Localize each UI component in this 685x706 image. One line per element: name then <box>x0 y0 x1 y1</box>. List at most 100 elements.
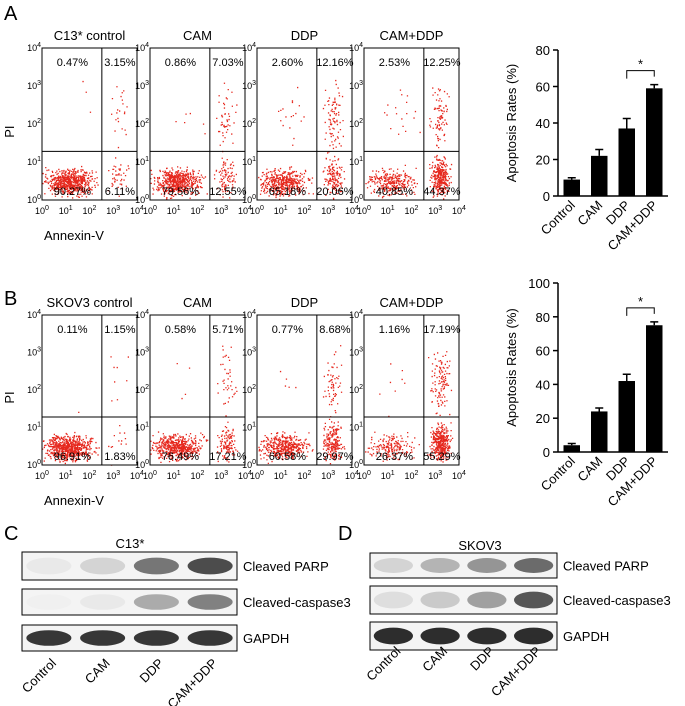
blot-title: C13* <box>116 536 145 551</box>
tick-label: 103 <box>321 470 335 481</box>
dot-cloud <box>150 345 239 463</box>
tick-base: 10 <box>349 43 359 53</box>
plot-title: DDP <box>291 295 318 310</box>
y-axis-label: PI <box>2 391 17 403</box>
tick-label: 103 <box>135 347 149 358</box>
tick-label: 100 <box>135 194 149 205</box>
tick-label: 104 <box>135 309 149 320</box>
tick-label: 104 <box>130 205 144 216</box>
tick-exponent: 2 <box>201 470 205 477</box>
tick-exponent: 2 <box>308 470 312 477</box>
tick-label: 100 <box>357 205 371 216</box>
bar <box>591 411 608 452</box>
tick-label: 104 <box>238 470 252 481</box>
bar <box>591 155 608 196</box>
tick-exponent: 0 <box>367 205 371 212</box>
tick-label: 104 <box>242 309 256 320</box>
quadrant-percent: 0.47% <box>57 57 88 69</box>
quadrant-percent: 44.37% <box>423 186 461 198</box>
tick-base: 10 <box>59 471 69 481</box>
tick-exponent: 3 <box>145 347 149 354</box>
tick-label: 104 <box>238 205 252 216</box>
y-tick-label: 100 <box>528 276 550 291</box>
quadrant-percent: 0.86% <box>165 57 196 69</box>
tick-base: 10 <box>238 471 248 481</box>
blot-band <box>373 558 414 573</box>
tick-base: 10 <box>27 157 37 167</box>
tick-exponent: 0 <box>45 205 49 212</box>
tick-base: 10 <box>130 471 140 481</box>
tick-label: 101 <box>27 422 41 433</box>
y-tick-label: 40 <box>536 116 550 131</box>
tick-base: 10 <box>405 471 415 481</box>
quadrant-percent: 26.37% <box>376 451 414 463</box>
plot-frame <box>363 47 460 201</box>
tick-base: 10 <box>135 43 145 53</box>
tick-base: 10 <box>135 195 145 205</box>
tick-label: 101 <box>242 422 256 433</box>
tick-exponent: 0 <box>260 205 264 212</box>
dot-cloud <box>258 345 346 465</box>
tick-exponent: 3 <box>331 205 335 212</box>
tick-base: 10 <box>349 81 359 91</box>
tick-base: 10 <box>214 471 224 481</box>
tick-base: 10 <box>135 423 145 433</box>
tick-base: 10 <box>242 81 252 91</box>
quadrant-percent: 2.60% <box>272 57 303 69</box>
tick-exponent: 0 <box>359 194 363 201</box>
tick-exponent: 3 <box>252 80 256 87</box>
tick-base: 10 <box>242 195 252 205</box>
tick-exponent: 2 <box>93 205 97 212</box>
error-bar <box>567 177 576 180</box>
tick-exponent: 2 <box>201 205 205 212</box>
bar <box>563 179 580 196</box>
error-bar <box>595 407 604 412</box>
quadrant-percent: 0.58% <box>165 324 196 336</box>
tick-base: 10 <box>59 206 69 216</box>
quadrant-percent: 5.71% <box>212 324 243 336</box>
blot-band <box>26 594 71 610</box>
tick-label: 102 <box>405 470 419 481</box>
plot-frame <box>41 314 138 466</box>
tick-base: 10 <box>27 348 37 358</box>
tick-base: 10 <box>135 348 145 358</box>
tick-label: 102 <box>349 118 363 129</box>
blot-row-label: Cleaved-caspase3 <box>563 593 671 608</box>
tick-exponent: 0 <box>145 194 149 201</box>
tick-exponent: 4 <box>140 205 144 212</box>
tick-label: 102 <box>242 118 256 129</box>
tick-label: 101 <box>135 156 149 167</box>
tick-label: 102 <box>83 470 97 481</box>
tick-base: 10 <box>381 471 391 481</box>
tick-base: 10 <box>83 471 93 481</box>
tick-label: 100 <box>250 205 264 216</box>
plot-title: CAM <box>183 28 212 43</box>
tick-base: 10 <box>242 385 252 395</box>
tick-label: 103 <box>214 470 228 481</box>
tick-base: 10 <box>452 206 462 216</box>
x-axis-label: Annexin-V <box>44 228 104 243</box>
plot-title: CAM+DDP <box>380 295 444 310</box>
tick-base: 10 <box>357 471 367 481</box>
tick-exponent: 1 <box>252 422 256 429</box>
tick-label: 100 <box>135 459 149 470</box>
tick-base: 10 <box>130 206 140 216</box>
tick-base: 10 <box>106 471 116 481</box>
tick-label: 100 <box>349 459 363 470</box>
blot-band <box>467 558 507 573</box>
tick-label: 101 <box>381 205 395 216</box>
tick-exponent: 4 <box>462 470 466 477</box>
tick-exponent: 3 <box>331 470 335 477</box>
panel-label: A <box>4 3 18 25</box>
blot-row-label: GAPDH <box>243 631 289 646</box>
tick-label: 101 <box>27 156 41 167</box>
tick-exponent: 1 <box>359 156 363 163</box>
tick-exponent: 4 <box>140 470 144 477</box>
tick-exponent: 3 <box>252 347 256 354</box>
tick-label: 102 <box>242 384 256 395</box>
plot-title: C13* control <box>54 28 126 43</box>
quadrant-percent: 2.53% <box>379 57 410 69</box>
tick-exponent: 4 <box>145 309 149 316</box>
tick-base: 10 <box>298 471 308 481</box>
tick-label: 100 <box>35 470 49 481</box>
